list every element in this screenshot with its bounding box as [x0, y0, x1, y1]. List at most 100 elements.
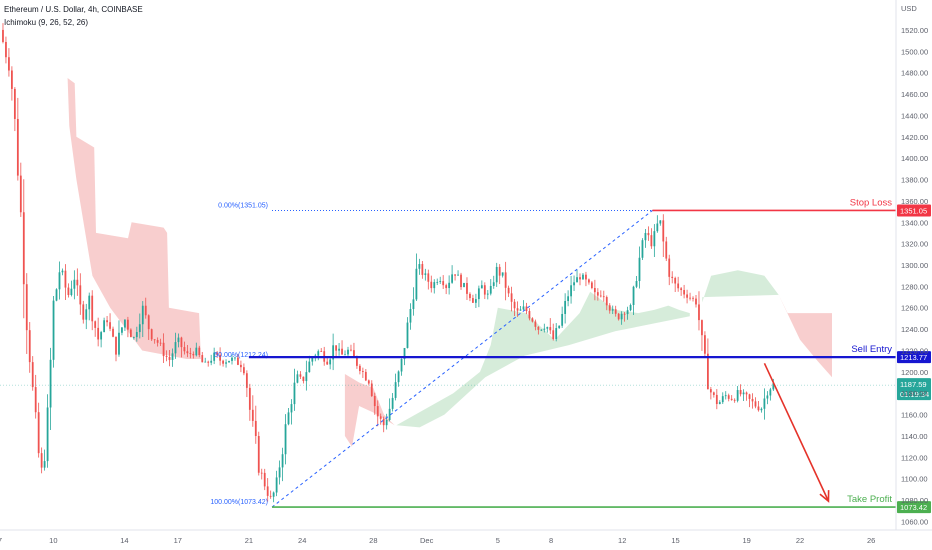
bull-candle [736, 390, 739, 401]
bull-candle [311, 357, 314, 362]
bull-candle [653, 231, 656, 247]
bear-candle [64, 270, 67, 288]
bearish-cloud [344, 374, 395, 447]
bull-candle [718, 402, 721, 405]
bear-candle [754, 401, 757, 407]
bear-candle [579, 277, 581, 280]
bear-candle [382, 418, 385, 426]
bear-candle [263, 472, 266, 487]
bear-candle [109, 322, 111, 329]
bear-candle [680, 288, 683, 291]
bull-candle [213, 352, 216, 361]
time-tick-label: 17 [174, 536, 182, 545]
bear-candle [614, 309, 617, 314]
projection-arrow[interactable] [763, 362, 830, 502]
bear-candle [709, 389, 712, 393]
bull-candle [629, 304, 632, 311]
bull-candle [103, 320, 106, 333]
bull-candle [403, 347, 406, 360]
bear-candle [153, 339, 156, 341]
bull-candle [495, 266, 498, 283]
bear-candle [364, 371, 367, 381]
bull-candle [561, 313, 564, 326]
time-tick-label: Dec [420, 536, 434, 545]
bull-candle [228, 360, 230, 363]
bear-candle [326, 361, 329, 365]
bear-candle [650, 235, 653, 247]
price-tick-label: 1460.00 [901, 90, 928, 99]
bear-candle [37, 412, 40, 454]
symbol-title[interactable]: Ethereum / U.S. Dollar, 4h, COINBASE [4, 5, 143, 14]
bear-candle [686, 294, 688, 298]
bear-candle [257, 436, 260, 473]
time-tick-label: 7 [0, 536, 2, 545]
bull-candle [611, 309, 614, 311]
bull-candle [424, 273, 427, 275]
bear-candle [350, 349, 352, 351]
bear-candle [596, 292, 599, 296]
time-tick-label: 8 [549, 536, 553, 545]
bull-candle [58, 272, 61, 290]
sell-entry-label[interactable]: Sell Entry [851, 344, 892, 355]
bull-candle [344, 354, 346, 356]
bear-candle [97, 327, 100, 340]
bull-candle [317, 351, 320, 356]
time-tick-label: 28 [369, 536, 377, 545]
bear-candle [549, 327, 552, 331]
price-tick-label: 1480.00 [901, 69, 928, 78]
bull-candle [570, 285, 572, 297]
fib-retracement[interactable]: 0.00%(1351.05) 50.00%(1212.24) 100.00%(107… [210, 202, 653, 508]
indicator-legend[interactable]: Ichimoku (9, 26, 52, 26) [4, 18, 89, 27]
bear-candle [733, 399, 736, 401]
bull-candle [204, 361, 207, 363]
bear-candle [216, 352, 219, 355]
bear-candle [162, 342, 165, 357]
price-tick-label: 1160.00 [901, 411, 928, 420]
bull-candle [480, 285, 483, 289]
bull-candle [225, 362, 227, 364]
stop-loss-label[interactable]: Stop Loss [850, 197, 892, 208]
bear-candle [376, 406, 379, 417]
bull-candle [564, 301, 567, 314]
bear-candle [445, 285, 448, 289]
bull-candle [769, 389, 772, 396]
bull-candle [632, 286, 635, 305]
bear-candle [469, 293, 471, 299]
trade-levels[interactable]: Stop Loss 1351.05 Sell Entry 1213.77 Take Pr… [0, 197, 931, 514]
bull-candle [43, 461, 46, 468]
bear-candle [531, 318, 534, 322]
bull-candle [463, 282, 465, 288]
price-tick-label: 1280.00 [901, 282, 928, 291]
bear-candle [112, 328, 114, 337]
bear-candle [516, 308, 519, 311]
bull-candle [400, 359, 403, 372]
bear-candle [242, 367, 245, 374]
bear-candle [320, 351, 323, 352]
bear-candle [698, 304, 700, 321]
time-tick-label: 21 [245, 536, 253, 545]
price-tick-label: 1240.00 [901, 325, 928, 334]
take-profit-label[interactable]: Take Profit [847, 494, 892, 505]
bull-candle [492, 282, 495, 286]
bull-candle [195, 347, 198, 356]
bull-candle [118, 332, 120, 355]
bull-candle [88, 295, 91, 310]
bear-candle [356, 356, 358, 366]
bear-candle [525, 306, 528, 312]
bull-candle [635, 281, 638, 287]
price-tick-label: 1400.00 [901, 154, 928, 163]
bear-candle [266, 486, 269, 496]
bull-candle [448, 282, 451, 289]
bear-candle [299, 374, 302, 377]
bear-candle [198, 347, 201, 356]
bear-candle [537, 326, 540, 330]
bull-candle [721, 396, 724, 403]
bearish-cloud [778, 294, 832, 378]
bull-candle [486, 293, 489, 295]
bull-candle [308, 361, 311, 373]
bear-candle [367, 380, 370, 384]
time-tick-label: 10 [49, 536, 57, 545]
bear-candle [76, 279, 79, 286]
bear-candle [159, 342, 162, 344]
